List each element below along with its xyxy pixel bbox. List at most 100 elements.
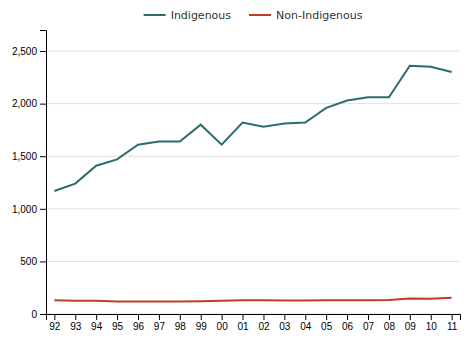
grid [46,51,460,314]
x-tick-label: 01 [237,321,249,332]
x-tick-mark [389,314,390,320]
x-tick: 04 [300,314,312,332]
x-tick: 10 [426,314,438,332]
x-tick-label: 98 [175,321,187,332]
x-tick: 05 [321,314,333,332]
x-tick-label: 94 [91,321,103,332]
y-tick: 1,500 [12,151,46,162]
x-tick-mark [326,314,327,320]
x-tick-mark [138,314,139,320]
legend: Indigenous Non-Indigenous [144,9,363,22]
y-axis: 0 500 1,000 1,500 2,000 2,500 [12,31,47,320]
x-tick-label: 09 [405,321,417,332]
series-line [54,66,451,191]
grid-line [46,51,460,52]
x-tick: 93 [70,314,82,332]
x-tick-mark [368,314,369,320]
x-tick-label: 11 [447,321,458,332]
x-tick-mark [201,314,202,320]
x-tick-label: 96 [133,321,145,332]
y-tick: 500 [20,256,46,267]
x-tick: 06 [342,314,354,332]
x-tick: 07 [363,314,375,332]
x-tick-mark [431,314,432,320]
x-tick-label: 03 [279,321,291,332]
x-tick: 09 [405,314,417,332]
legend-swatch [249,14,271,16]
x-tick: 96 [133,314,145,332]
legend-swatch [144,14,166,16]
x-tick-mark [305,314,306,320]
x-tick: 94 [91,314,103,332]
x-tick-label: 95 [112,321,124,332]
y-tick-mark [40,156,46,157]
y-tick: 2,500 [12,46,46,57]
x-tick: 02 [258,314,270,332]
lines [54,66,451,302]
x-tick-mark [117,314,118,320]
y-tick-label: 2,500 [12,46,37,57]
x-tick-label: 04 [300,321,312,332]
x-tick: 92 [49,314,61,332]
legend-label: Indigenous [171,9,232,22]
x-tick: 99 [196,314,208,332]
x-axis: 92 93 94 95 96 97 98 99 00 01 02 03 04 05 06 07 08 09 10 11 [47,314,461,332]
x-tick: 08 [384,314,396,332]
x-tick-mark [284,314,285,320]
x-tick: 03 [279,314,291,332]
x-axis-line [47,315,461,321]
x-tick: 97 [154,314,166,332]
y-tick-label: 500 [20,256,37,267]
legend-item: Non-Indigenous [249,9,363,22]
y-tick-label: 0 [31,309,37,320]
x-tick: 95 [112,314,124,332]
y-tick-label: 2,000 [12,98,37,109]
y-tick-mark [40,209,46,210]
y-tick-mark [40,51,46,52]
series-line [54,298,451,302]
y-tick: 0 [31,309,46,320]
x-tick-mark [159,314,160,320]
grid-line [46,103,460,104]
legend-item: Indigenous [144,9,232,22]
y-tick-mark [40,261,46,262]
x-tick-label: 00 [217,321,229,332]
x-tick-mark [243,314,244,320]
y-tick-label: 1,500 [12,151,37,162]
x-tick-label: 08 [384,321,396,332]
x-tick-mark [263,314,264,320]
x-tick-label: 93 [70,321,82,332]
x-tick-mark [347,314,348,320]
y-tick-mark [40,104,46,105]
x-tick-mark [410,314,411,320]
x-tick-label: 97 [154,321,166,332]
x-tick: 01 [237,314,249,332]
chart: 05001,0001,5002,0002,5009293949596979899… [0,0,474,340]
x-tick: 00 [217,314,229,332]
y-tick: 1,000 [12,204,46,215]
x-tick-mark [54,314,55,320]
x-tick-label: 10 [426,321,438,332]
y-axis-line [40,31,47,315]
y-tick-mark [40,314,46,315]
x-tick: 98 [175,314,187,332]
x-tick-label: 92 [49,321,61,332]
x-tick-label: 05 [321,321,333,332]
grid-line [46,261,460,262]
legend-label: Non-Indigenous [276,9,363,22]
x-tick-mark [96,314,97,320]
x-tick-label: 99 [196,321,208,332]
x-tick-label: 07 [363,321,375,332]
plot: 05001,0001,5002,0002,5009293949596979899… [12,31,461,333]
x-tick-mark [180,314,181,320]
x-tick-mark [75,314,76,320]
x-tick-mark [222,314,223,320]
grid-line [46,156,460,157]
grid-line [46,208,460,209]
x-tick: 11 [447,314,458,332]
x-tick-label: 02 [258,321,270,332]
x-tick-label: 06 [342,321,354,332]
y-tick-label: 1,000 [12,204,37,215]
y-tick: 2,000 [12,98,46,109]
x-tick-mark [452,314,453,320]
